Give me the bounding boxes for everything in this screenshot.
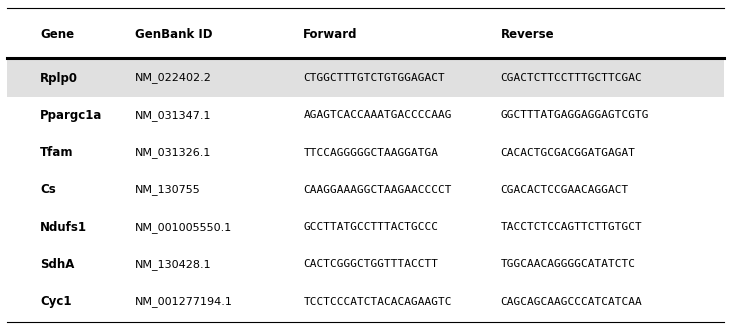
Text: CAAGGAAAGGCTAAGAACCCCT: CAAGGAAAGGCTAAGAACCCCT	[303, 185, 452, 195]
Text: Rplp0: Rplp0	[40, 72, 78, 84]
Text: NM_031326.1: NM_031326.1	[135, 147, 211, 158]
Text: CGACACTCCGAACAGGACT: CGACACTCCGAACAGGACT	[501, 185, 629, 195]
Text: CACACTGCGACGGATGAGAT: CACACTGCGACGGATGAGAT	[501, 148, 636, 158]
Text: AGAGTCACCAAATGACCCCAAG: AGAGTCACCAAATGACCCCAAG	[303, 110, 452, 120]
Text: NM_022402.2: NM_022402.2	[135, 73, 212, 83]
Text: NM_130755: NM_130755	[135, 184, 201, 195]
Text: GCCTTATGCCTTTACTGCCC: GCCTTATGCCTTTACTGCCC	[303, 222, 439, 232]
Text: NM_001005550.1: NM_001005550.1	[135, 222, 232, 233]
Text: TTCCAGGGGGCTAAGGATGA: TTCCAGGGGGCTAAGGATGA	[303, 148, 439, 158]
Text: GGCTTTATGAGGAGGAGTCGTG: GGCTTTATGAGGAGGAGTCGTG	[501, 110, 649, 120]
Text: NM_130428.1: NM_130428.1	[135, 259, 212, 270]
Text: CAGCAGCAAGCCCATCATCAA: CAGCAGCAAGCCCATCATCAA	[501, 297, 643, 307]
Bar	[7, 59, 724, 97]
Text: NM_031347.1: NM_031347.1	[135, 110, 212, 121]
Text: Tfam: Tfam	[40, 146, 74, 159]
Text: Cyc1: Cyc1	[40, 295, 72, 308]
Text: Ppargc1a: Ppargc1a	[40, 109, 102, 122]
Text: NM_001277194.1: NM_001277194.1	[135, 296, 233, 307]
Text: Reverse: Reverse	[501, 28, 554, 41]
Text: Cs: Cs	[40, 183, 56, 196]
Text: CGACTCTTCCTTTGCTTCGAC: CGACTCTTCCTTTGCTTCGAC	[501, 73, 643, 83]
Text: TGGCAACAGGGGCATATCTC: TGGCAACAGGGGCATATCTC	[501, 259, 636, 270]
Text: Ndufs1: Ndufs1	[40, 221, 87, 234]
Text: CTGGCTTTGTCTGTGGAGACT: CTGGCTTTGTCTGTGGAGACT	[303, 73, 445, 83]
Text: CACTCGGGCTGGTTTACCTT: CACTCGGGCTGGTTTACCTT	[303, 259, 439, 270]
Text: TCCTCCCATCTACACAGAAGTC: TCCTCCCATCTACACAGAAGTC	[303, 297, 452, 307]
Text: Gene: Gene	[40, 28, 75, 41]
Text: SdhA: SdhA	[40, 258, 75, 271]
Text: TACCTCTCCAGTTCTTGTGCT: TACCTCTCCAGTTCTTGTGCT	[501, 222, 643, 232]
Text: Forward: Forward	[303, 28, 358, 41]
Text: GenBank ID: GenBank ID	[135, 28, 213, 41]
